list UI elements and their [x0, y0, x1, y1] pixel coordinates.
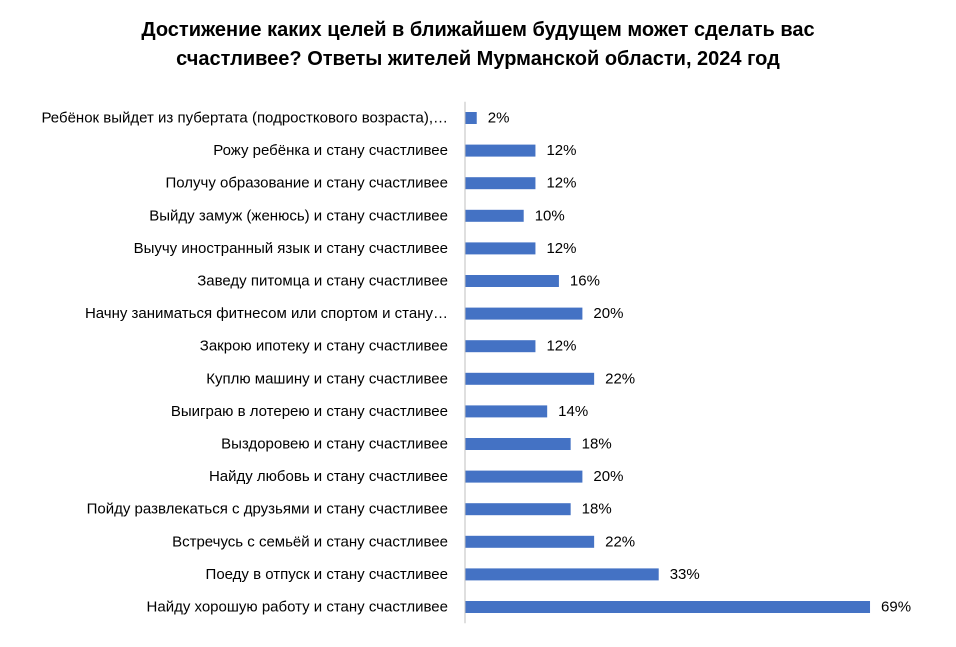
data-label: 22% [605, 533, 635, 550]
data-label: 18% [582, 501, 612, 518]
bar [465, 177, 536, 190]
bar [465, 601, 871, 613]
data-label: 12% [546, 142, 576, 159]
bar [465, 568, 659, 581]
category-label: Закрою ипотеку и стану счастливее [200, 338, 448, 355]
category-label: Выучу иностранный язык и стану счастливе… [134, 240, 448, 257]
category-label: Встречусь с семьёй и стану счастливее [172, 533, 448, 550]
data-label: 16% [570, 273, 600, 290]
bar [465, 112, 477, 124]
category-label: Выиграю в лотерею и стану счастливее [171, 403, 448, 420]
category-label: Найду хорошую работу и стану счастливее [147, 599, 448, 616]
category-label: Поеду в отпуск и стану счастливее [206, 566, 448, 583]
category-label: Пойду развлекаться с друзьями и стану сч… [87, 501, 448, 518]
bar [465, 275, 559, 287]
data-label: 20% [593, 468, 623, 485]
category-label: Куплю машину и стану счастливее [206, 370, 448, 387]
data-label: 18% [582, 436, 612, 453]
bar [465, 372, 595, 385]
category-label: Ребёнок выйдет из пубертата (подростково… [41, 110, 448, 127]
bar [465, 209, 524, 222]
chart-title-line-1: Достижение каких целей в ближайшем будущ… [141, 19, 815, 41]
data-label: 12% [546, 175, 576, 192]
bar [465, 242, 536, 255]
category-label: Выздоровею и стану счастливее [221, 436, 448, 453]
bar [465, 438, 571, 450]
bar [465, 144, 536, 157]
data-label: 10% [535, 207, 565, 224]
chart-title: Достижение каких целей в ближайшем будущ… [0, 16, 956, 74]
data-label: 69% [881, 599, 911, 616]
bar [465, 535, 595, 548]
category-label: Выйду замуж (женюсь) и стану счастливее [149, 207, 448, 224]
data-label: 20% [593, 305, 623, 322]
data-label: 14% [558, 403, 588, 420]
bar [465, 307, 583, 320]
bar [465, 503, 571, 516]
category-label: Получу образование и стану счастливее [165, 175, 448, 192]
data-label: 12% [546, 338, 576, 355]
category-label: Заведу питомца и стану счастливее [197, 273, 448, 290]
data-label: 12% [546, 240, 576, 257]
chart-title-line-2: счастливее? Ответы жителей Мурманской об… [176, 48, 780, 70]
bar [465, 405, 548, 418]
bar [465, 340, 536, 353]
bar [465, 470, 583, 483]
data-label: 2% [488, 110, 510, 127]
data-label: 22% [605, 370, 635, 387]
category-label: Рожу ребёнка и стану счастливее [213, 142, 448, 159]
category-label: Найду любовь и стану счастливее [209, 468, 448, 485]
data-label: 33% [670, 566, 700, 583]
bars-layer: Ребёнок выйдет из пубертата (подростково… [41, 110, 911, 616]
category-label: Начну заниматься фитнесом или спортом и … [85, 305, 448, 322]
